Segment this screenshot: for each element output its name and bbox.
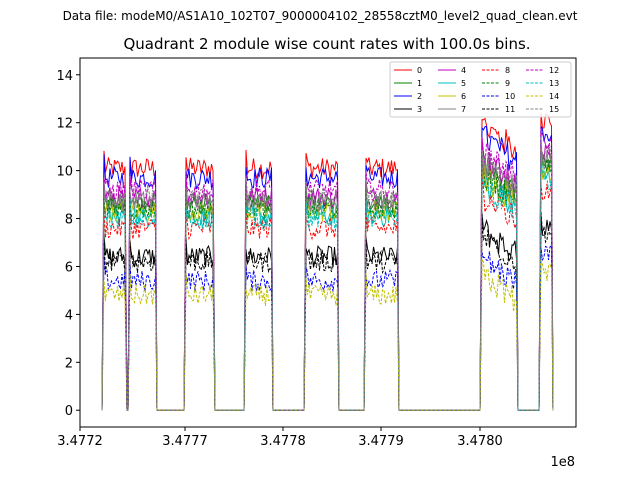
legend-label-6: 6 [461,92,466,101]
legend-label-5: 5 [461,79,466,88]
legend-label-13: 13 [549,79,559,88]
y-tick-label: 10 [56,165,73,180]
series-line-13 [101,158,554,411]
legend-label-8: 8 [505,66,510,75]
plot-area [80,58,576,427]
series-line-14 [101,258,554,411]
legend-label-3: 3 [417,105,422,114]
series-line-10 [101,244,554,411]
series-line-0 [101,112,554,411]
suptitle: Data file: modeM0/AS1A10_102T07_90000041… [63,9,578,23]
x-tick-label: 3.4780 [457,434,503,449]
series-line-15 [101,136,554,411]
legend-label-9: 9 [505,79,510,88]
series-line-11 [101,212,554,411]
legend-label-2: 2 [417,92,422,101]
x-tick-label: 3.4772 [57,434,103,449]
y-tick-label: 14 [56,69,73,84]
y-tick-label: 0 [65,404,73,419]
legend-label-12: 12 [549,66,559,75]
x-offset-label: 1e8 [550,455,575,470]
y-tick-label: 6 [65,260,73,275]
x-tick-label: 3.4779 [358,434,404,449]
legend-label-7: 7 [461,105,466,114]
series-line-3 [101,212,554,411]
plot-frame [79,57,577,428]
y-tick-label: 4 [65,308,73,323]
legend-label-1: 1 [417,79,422,88]
legend-label-14: 14 [549,92,559,101]
legend-label-0: 0 [417,66,422,75]
legend-box [389,61,572,118]
x-tick-label: 3.4778 [260,434,306,449]
x-tick-label: 3.4777 [162,434,208,449]
y-tick-label: 12 [56,117,73,132]
series-layer [101,112,554,411]
legend-label-11: 11 [505,105,515,114]
series-line-2 [101,125,554,411]
legend-label-10: 10 [505,92,515,101]
chart-title: Quadrant 2 module wise count rates with … [123,35,530,53]
y-tick-label: 8 [65,213,73,228]
legend-label-15: 15 [549,105,559,114]
y-tick-label: 2 [65,356,73,371]
legend-label-4: 4 [461,66,466,75]
